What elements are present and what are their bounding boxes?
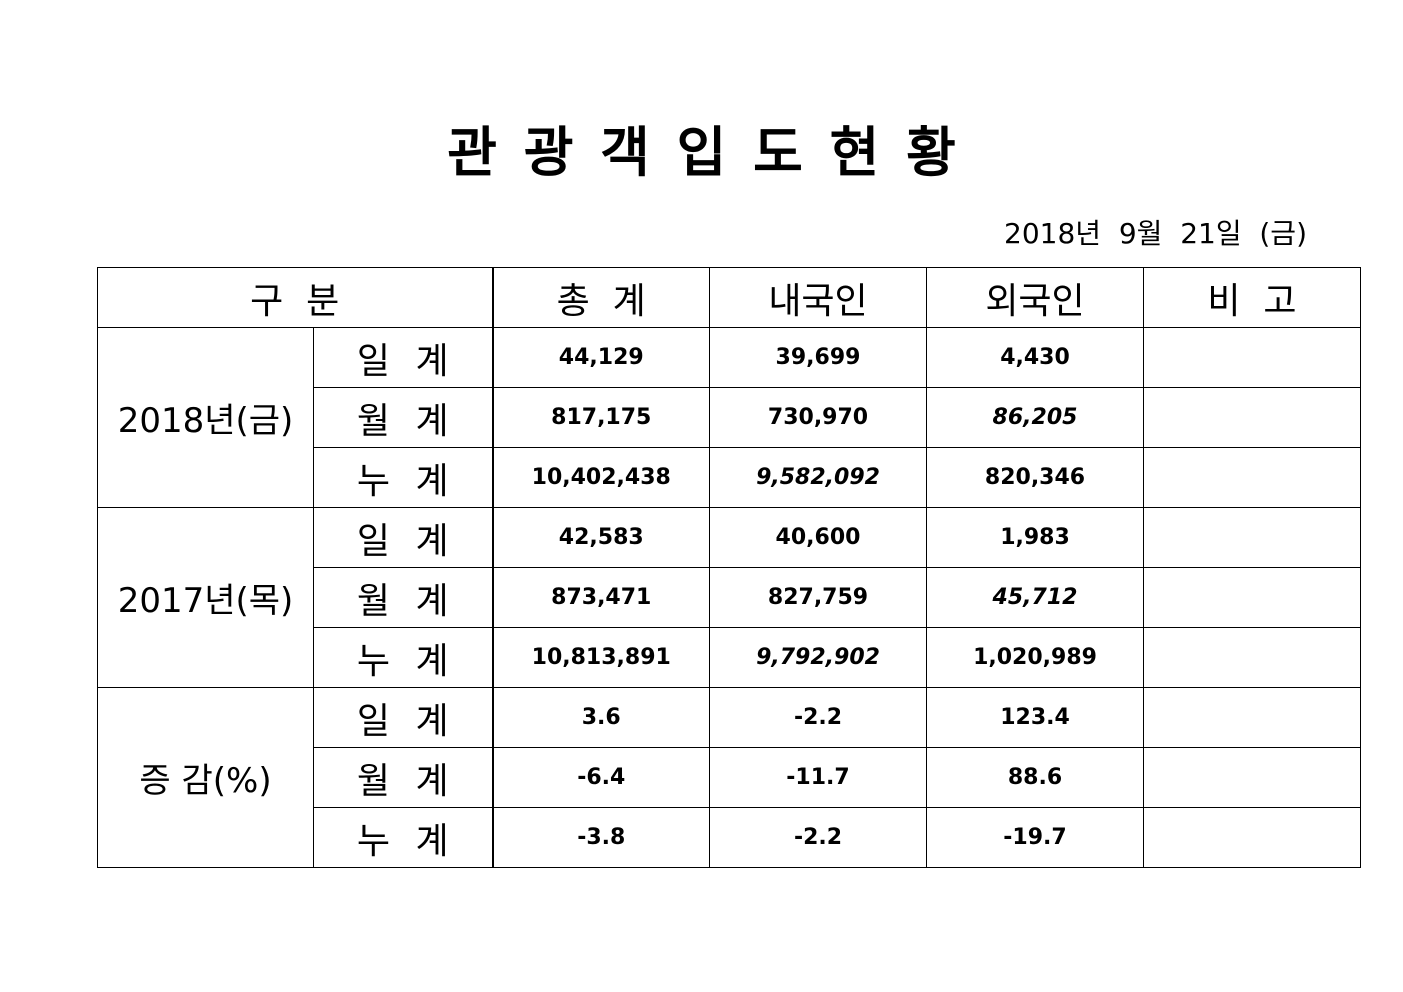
row-label: 누 계 — [313, 447, 493, 508]
value-cell: 820,346 — [926, 447, 1144, 508]
group-label: 증 감(%) — [97, 687, 314, 868]
header-cell: 외국인 — [926, 267, 1144, 328]
note-cell — [1143, 807, 1361, 868]
header-cell: 구 분 — [97, 267, 493, 328]
note-cell — [1143, 327, 1361, 388]
row-label: 월 계 — [313, 567, 493, 628]
value-cell: 45,712 — [926, 567, 1144, 628]
row-label: 월 계 — [313, 747, 493, 808]
row-label: 일 계 — [313, 327, 493, 388]
note-cell — [1143, 507, 1361, 568]
title: 관 광 객 입 도 현 황 — [447, 121, 956, 184]
group-label: 2017년(목) — [97, 507, 314, 688]
value-cell: 44,129 — [491, 327, 710, 388]
value-cell: 873,471 — [491, 567, 710, 628]
value-cell: -19.7 — [926, 807, 1144, 868]
value-cell: 40,600 — [709, 507, 927, 568]
value-cell: -6.4 — [491, 747, 710, 808]
header-cell: 비 고 — [1143, 267, 1361, 328]
row-label: 월 계 — [313, 387, 493, 448]
value-cell: -2.2 — [709, 807, 927, 868]
value-cell: 86,205 — [926, 387, 1144, 448]
header-cell: 총 계 — [491, 267, 710, 328]
row: 누 계 -3.8 -2.2 -19.7 — [98, 807, 1361, 868]
value-cell: 9,792,902 — [709, 627, 927, 688]
row-label: 일 계 — [313, 687, 493, 748]
value-cell: -11.7 — [709, 747, 927, 808]
row-label: 누 계 — [313, 627, 493, 688]
value-cell: 123.4 — [926, 687, 1144, 748]
value-cell: 1,983 — [926, 507, 1144, 568]
note-cell — [1143, 447, 1361, 508]
row: 월 계 873,471 827,759 45,712 — [98, 567, 1361, 628]
value-cell: 730,970 — [709, 387, 927, 448]
value-cell: 4,430 — [926, 327, 1144, 388]
row: 월 계 -6.4 -11.7 88.6 — [98, 747, 1361, 808]
header-cell: 내국인 — [709, 267, 927, 328]
value-cell: 9,582,092 — [709, 447, 927, 508]
value-cell: 1,020,989 — [926, 627, 1144, 688]
value-cell: 42,583 — [491, 507, 710, 568]
row-label: 누 계 — [313, 807, 493, 868]
row: 증 감(%) 일 계 3.6 -2.2 123.4 — [97, 687, 1361, 868]
value-cell: 39,699 — [709, 327, 927, 388]
row: 누 계 10,402,438 9,582,092 820,346 — [98, 447, 1361, 508]
row-label: 일 계 — [313, 507, 493, 568]
note-cell — [1143, 567, 1361, 628]
note-cell — [1143, 387, 1361, 448]
value-cell: -2.2 — [709, 687, 927, 748]
group-label: 2018년(금) — [97, 327, 314, 508]
note-cell — [1143, 747, 1361, 808]
row: 2017년(목) 일 계 42,583 40,600 1,983 — [97, 507, 1361, 688]
value-cell: 88.6 — [926, 747, 1144, 808]
value-cell: 10,402,438 — [491, 447, 710, 508]
value-cell: 827,759 — [709, 567, 927, 628]
note-cell — [1143, 687, 1361, 748]
value-cell: 817,175 — [491, 387, 710, 448]
value-cell: -3.8 — [491, 807, 710, 868]
date: 2018년 9월 21일 (금) — [1004, 217, 1307, 250]
row: 누 계 10,813,891 9,792,902 1,020,989 — [98, 627, 1361, 688]
value-cell: 3.6 — [491, 687, 710, 748]
value-cell: 10,813,891 — [491, 627, 710, 688]
row: 2018년(금) 일 계 44,129 39,699 4,430 — [97, 327, 1361, 508]
note-cell — [1143, 627, 1361, 688]
